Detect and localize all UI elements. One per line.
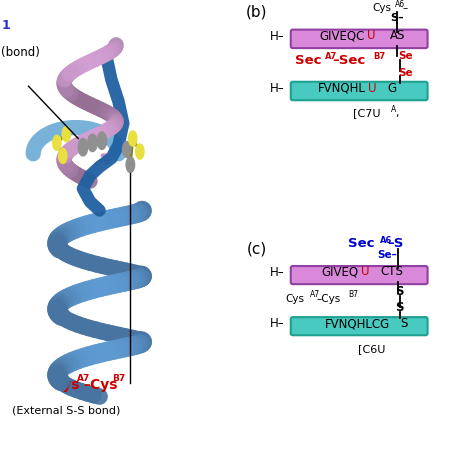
Text: ,: , <box>395 108 399 118</box>
Text: A: A <box>391 105 396 114</box>
Text: B7: B7 <box>348 291 358 300</box>
Text: –Sec: –Sec <box>333 54 366 67</box>
Text: U: U <box>368 82 376 95</box>
Text: (bond): (bond) <box>1 46 40 59</box>
Text: Sec: Sec <box>348 237 375 250</box>
Text: (External S-S bond): (External S-S bond) <box>12 405 120 415</box>
Text: H–: H– <box>270 82 284 95</box>
Text: H–: H– <box>270 317 284 330</box>
Text: (c): (c) <box>246 241 266 256</box>
Text: H–: H– <box>270 266 284 279</box>
Text: CTS: CTS <box>380 265 403 278</box>
Circle shape <box>88 134 97 152</box>
Circle shape <box>128 131 137 146</box>
FancyBboxPatch shape <box>291 30 428 48</box>
Text: H–: H– <box>270 30 284 43</box>
Text: –Cys: –Cys <box>317 294 341 304</box>
FancyBboxPatch shape <box>291 266 428 284</box>
Text: FVNQHLCG: FVNQHLCG <box>325 317 391 330</box>
Text: A6: A6 <box>380 236 392 245</box>
Text: S: S <box>400 317 408 330</box>
Circle shape <box>126 157 135 173</box>
Text: B7: B7 <box>112 374 125 383</box>
Text: A7: A7 <box>310 291 320 300</box>
Text: U: U <box>361 265 369 278</box>
Text: U: U <box>367 29 375 42</box>
Text: [C7U: [C7U <box>353 108 381 118</box>
Text: AS: AS <box>390 29 406 42</box>
Circle shape <box>59 148 67 164</box>
Text: GIVEQC: GIVEQC <box>319 29 365 42</box>
Text: Se–: Se– <box>377 250 397 260</box>
Text: A6: A6 <box>395 0 406 9</box>
Text: A7: A7 <box>77 374 91 383</box>
Circle shape <box>122 142 131 157</box>
FancyBboxPatch shape <box>291 82 428 100</box>
Text: –S: –S <box>387 237 403 250</box>
Text: S–: S– <box>391 13 404 23</box>
Circle shape <box>62 127 71 142</box>
Text: Sec: Sec <box>295 54 322 67</box>
Text: Cys: Cys <box>52 378 80 392</box>
Text: B7: B7 <box>374 52 386 61</box>
Text: Cys: Cys <box>373 3 392 13</box>
Text: S: S <box>395 301 404 314</box>
FancyBboxPatch shape <box>291 317 428 335</box>
Text: Cys: Cys <box>285 294 304 304</box>
Text: 1: 1 <box>1 19 10 33</box>
Text: G: G <box>387 82 396 95</box>
Text: –Cys: –Cys <box>83 378 118 392</box>
Text: Se: Se <box>398 51 412 61</box>
Circle shape <box>97 132 107 149</box>
Text: –: – <box>403 3 408 13</box>
Text: [C6U: [C6U <box>358 344 385 354</box>
Circle shape <box>136 144 144 159</box>
Text: FVNQHL: FVNQHL <box>319 82 366 95</box>
Text: S: S <box>395 285 404 298</box>
Text: (b): (b) <box>246 5 267 19</box>
Text: GIVEQ: GIVEQ <box>321 265 358 278</box>
Text: Se: Se <box>398 68 412 78</box>
Text: A7: A7 <box>325 52 337 61</box>
Circle shape <box>78 138 88 156</box>
Circle shape <box>53 136 61 150</box>
